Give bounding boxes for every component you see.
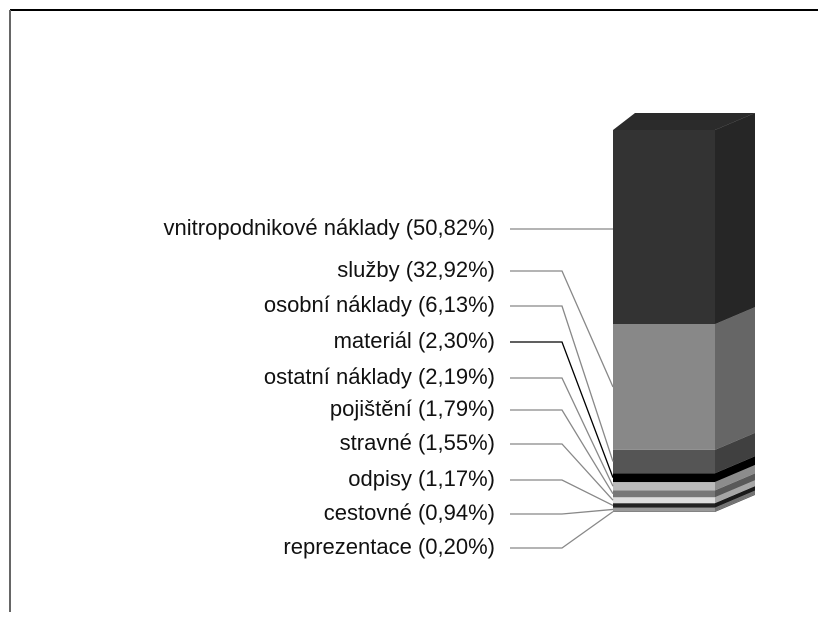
series-name: osobní náklady bbox=[264, 292, 412, 317]
series-name: vnitropodnikové náklady bbox=[164, 215, 400, 240]
bar-segment-side bbox=[715, 480, 755, 504]
segment-label: odpisy (1,17%) bbox=[348, 466, 495, 491]
segment-label: stravné (1,55%) bbox=[340, 430, 495, 455]
bar-segment bbox=[613, 503, 715, 508]
value-label: (50,82%) bbox=[406, 215, 495, 240]
segment-label: reprezentace (0,20%) bbox=[283, 534, 495, 559]
series-name: reprezentace bbox=[283, 534, 411, 559]
leader-line bbox=[510, 377, 614, 487]
bar-segment-side bbox=[715, 456, 755, 483]
bar-top bbox=[613, 113, 755, 130]
bar-segment-side bbox=[715, 113, 755, 325]
series-name: ostatní náklady bbox=[264, 364, 412, 389]
leader-line bbox=[510, 270, 614, 388]
bar-segment bbox=[613, 473, 715, 483]
segment-label: ostatní náklady (2,19%) bbox=[264, 364, 495, 389]
leader-line bbox=[510, 409, 614, 495]
bar-segment-side bbox=[715, 486, 755, 508]
bar-segment bbox=[613, 482, 715, 491]
leader-line bbox=[510, 508, 614, 515]
value-label: (2,19%) bbox=[418, 364, 495, 389]
segment-label: cestovné (0,94%) bbox=[324, 500, 495, 525]
leader-line bbox=[510, 443, 614, 501]
leader-line bbox=[510, 341, 614, 478]
series-name: materiál bbox=[334, 328, 412, 353]
value-label: (1,55%) bbox=[418, 430, 495, 455]
series-name: stravné bbox=[340, 430, 412, 455]
value-label: (6,13%) bbox=[418, 292, 495, 317]
segment-label: vnitropodnikové náklady (50,82%) bbox=[164, 215, 495, 240]
value-label: (0,20%) bbox=[418, 534, 495, 559]
bar-segment bbox=[613, 507, 715, 512]
series-name: odpisy bbox=[348, 466, 412, 491]
series-name: pojištění bbox=[330, 396, 412, 421]
bar-segment bbox=[613, 511, 715, 512]
bar-segment bbox=[613, 324, 715, 450]
bar-segment-side bbox=[715, 473, 755, 498]
leader-line bbox=[510, 479, 614, 506]
bar-segment bbox=[613, 449, 715, 474]
bar-segment-side bbox=[715, 490, 755, 512]
segment-label: pojištění (1,79%) bbox=[330, 396, 495, 421]
value-label: (1,17%) bbox=[418, 466, 495, 491]
bar-segment-side bbox=[715, 465, 755, 491]
segment-label: osobní náklady (6,13%) bbox=[264, 292, 495, 317]
segment-label: služby (32,92%) bbox=[337, 257, 495, 282]
value-label: (2,30%) bbox=[418, 328, 495, 353]
value-label: (0,94%) bbox=[418, 500, 495, 525]
series-name: cestovné bbox=[324, 500, 412, 525]
segment-label: materiál (2,30%) bbox=[334, 328, 495, 353]
bar-segment bbox=[613, 490, 715, 498]
value-label: (1,79%) bbox=[418, 396, 495, 421]
bar-segment bbox=[613, 130, 715, 325]
leader-line bbox=[510, 305, 614, 462]
bar-segment-side bbox=[715, 432, 755, 474]
bar-segment-side bbox=[715, 307, 755, 450]
series-name: služby bbox=[337, 257, 399, 282]
bar-segment-side bbox=[715, 494, 755, 512]
bar-segment bbox=[613, 497, 715, 504]
leader-line bbox=[510, 511, 614, 549]
value-label: (32,92%) bbox=[406, 257, 495, 282]
